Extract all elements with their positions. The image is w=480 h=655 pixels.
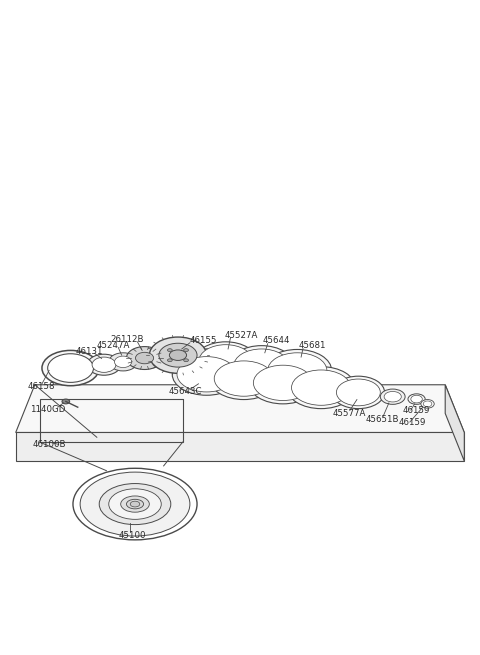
Ellipse shape	[291, 370, 351, 405]
Ellipse shape	[287, 367, 356, 409]
Ellipse shape	[109, 489, 161, 519]
Ellipse shape	[168, 359, 172, 362]
Ellipse shape	[168, 348, 172, 352]
Text: 46158: 46158	[28, 382, 55, 390]
Text: 45643C: 45643C	[168, 387, 202, 396]
Ellipse shape	[229, 346, 294, 386]
Ellipse shape	[423, 401, 432, 407]
Text: 45527A: 45527A	[225, 331, 258, 340]
Text: 45577A: 45577A	[333, 409, 366, 418]
Ellipse shape	[169, 350, 187, 360]
Ellipse shape	[99, 483, 171, 525]
Ellipse shape	[149, 337, 206, 373]
Ellipse shape	[195, 342, 257, 380]
Text: 45247A: 45247A	[97, 341, 130, 350]
Ellipse shape	[92, 357, 116, 372]
Text: 46155: 46155	[190, 336, 217, 345]
Text: 45651B: 45651B	[365, 415, 399, 424]
Ellipse shape	[130, 501, 140, 507]
Text: 46159: 46159	[402, 406, 430, 415]
Ellipse shape	[135, 352, 154, 364]
Ellipse shape	[172, 353, 241, 395]
Ellipse shape	[408, 394, 425, 404]
Ellipse shape	[73, 468, 197, 540]
Polygon shape	[445, 384, 464, 461]
Ellipse shape	[62, 399, 70, 404]
Ellipse shape	[332, 376, 384, 409]
Ellipse shape	[384, 392, 401, 402]
Text: 45100: 45100	[118, 531, 146, 540]
Text: 45681: 45681	[298, 341, 326, 350]
Ellipse shape	[42, 350, 99, 386]
Ellipse shape	[184, 348, 189, 352]
Ellipse shape	[214, 361, 274, 396]
Text: 46100B: 46100B	[33, 440, 66, 449]
Ellipse shape	[253, 365, 312, 400]
Ellipse shape	[268, 353, 327, 388]
Ellipse shape	[249, 362, 317, 404]
Text: 46159: 46159	[398, 419, 426, 428]
Ellipse shape	[336, 379, 380, 405]
Text: 45644: 45644	[263, 337, 290, 345]
Text: 26112B: 26112B	[110, 335, 144, 344]
Text: 46131: 46131	[75, 347, 103, 356]
Ellipse shape	[380, 389, 405, 404]
Ellipse shape	[199, 345, 252, 377]
Ellipse shape	[184, 359, 189, 362]
Ellipse shape	[80, 472, 190, 536]
Ellipse shape	[120, 496, 149, 512]
Ellipse shape	[126, 499, 144, 509]
Ellipse shape	[126, 346, 163, 369]
Ellipse shape	[109, 353, 137, 371]
Ellipse shape	[177, 356, 236, 392]
Ellipse shape	[159, 343, 197, 367]
Ellipse shape	[48, 354, 94, 383]
Polygon shape	[16, 432, 464, 461]
Ellipse shape	[421, 400, 434, 408]
Ellipse shape	[411, 395, 422, 403]
Ellipse shape	[87, 354, 120, 375]
Polygon shape	[16, 384, 464, 432]
Ellipse shape	[209, 358, 278, 400]
Ellipse shape	[263, 350, 332, 392]
Ellipse shape	[234, 349, 289, 383]
Ellipse shape	[115, 356, 132, 367]
Text: 1140GD: 1140GD	[30, 405, 65, 414]
